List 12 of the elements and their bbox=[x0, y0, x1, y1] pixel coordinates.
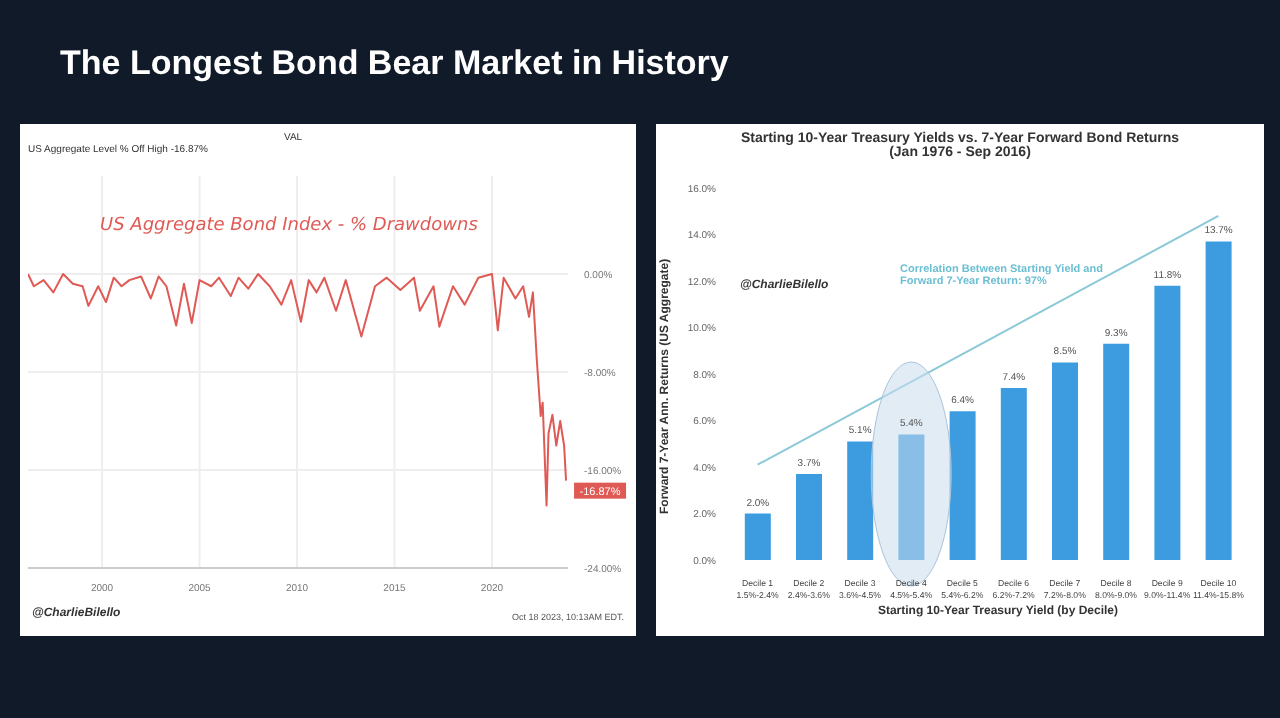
bar bbox=[1000, 387, 1027, 560]
bar bbox=[898, 434, 925, 560]
bar bbox=[744, 513, 771, 560]
text: US Aggregate Bond Index - % Drawdowns bbox=[100, 216, 478, 236]
bar bbox=[1052, 362, 1078, 560]
chart-title: The Longest Bond Bear Market in History bbox=[60, 44, 729, 84]
bar bbox=[1103, 343, 1130, 560]
bar bbox=[796, 473, 822, 560]
line-series bbox=[28, 273, 568, 507]
bar bbox=[1154, 285, 1181, 560]
bar bbox=[847, 441, 874, 560]
bar bbox=[1205, 241, 1232, 560]
